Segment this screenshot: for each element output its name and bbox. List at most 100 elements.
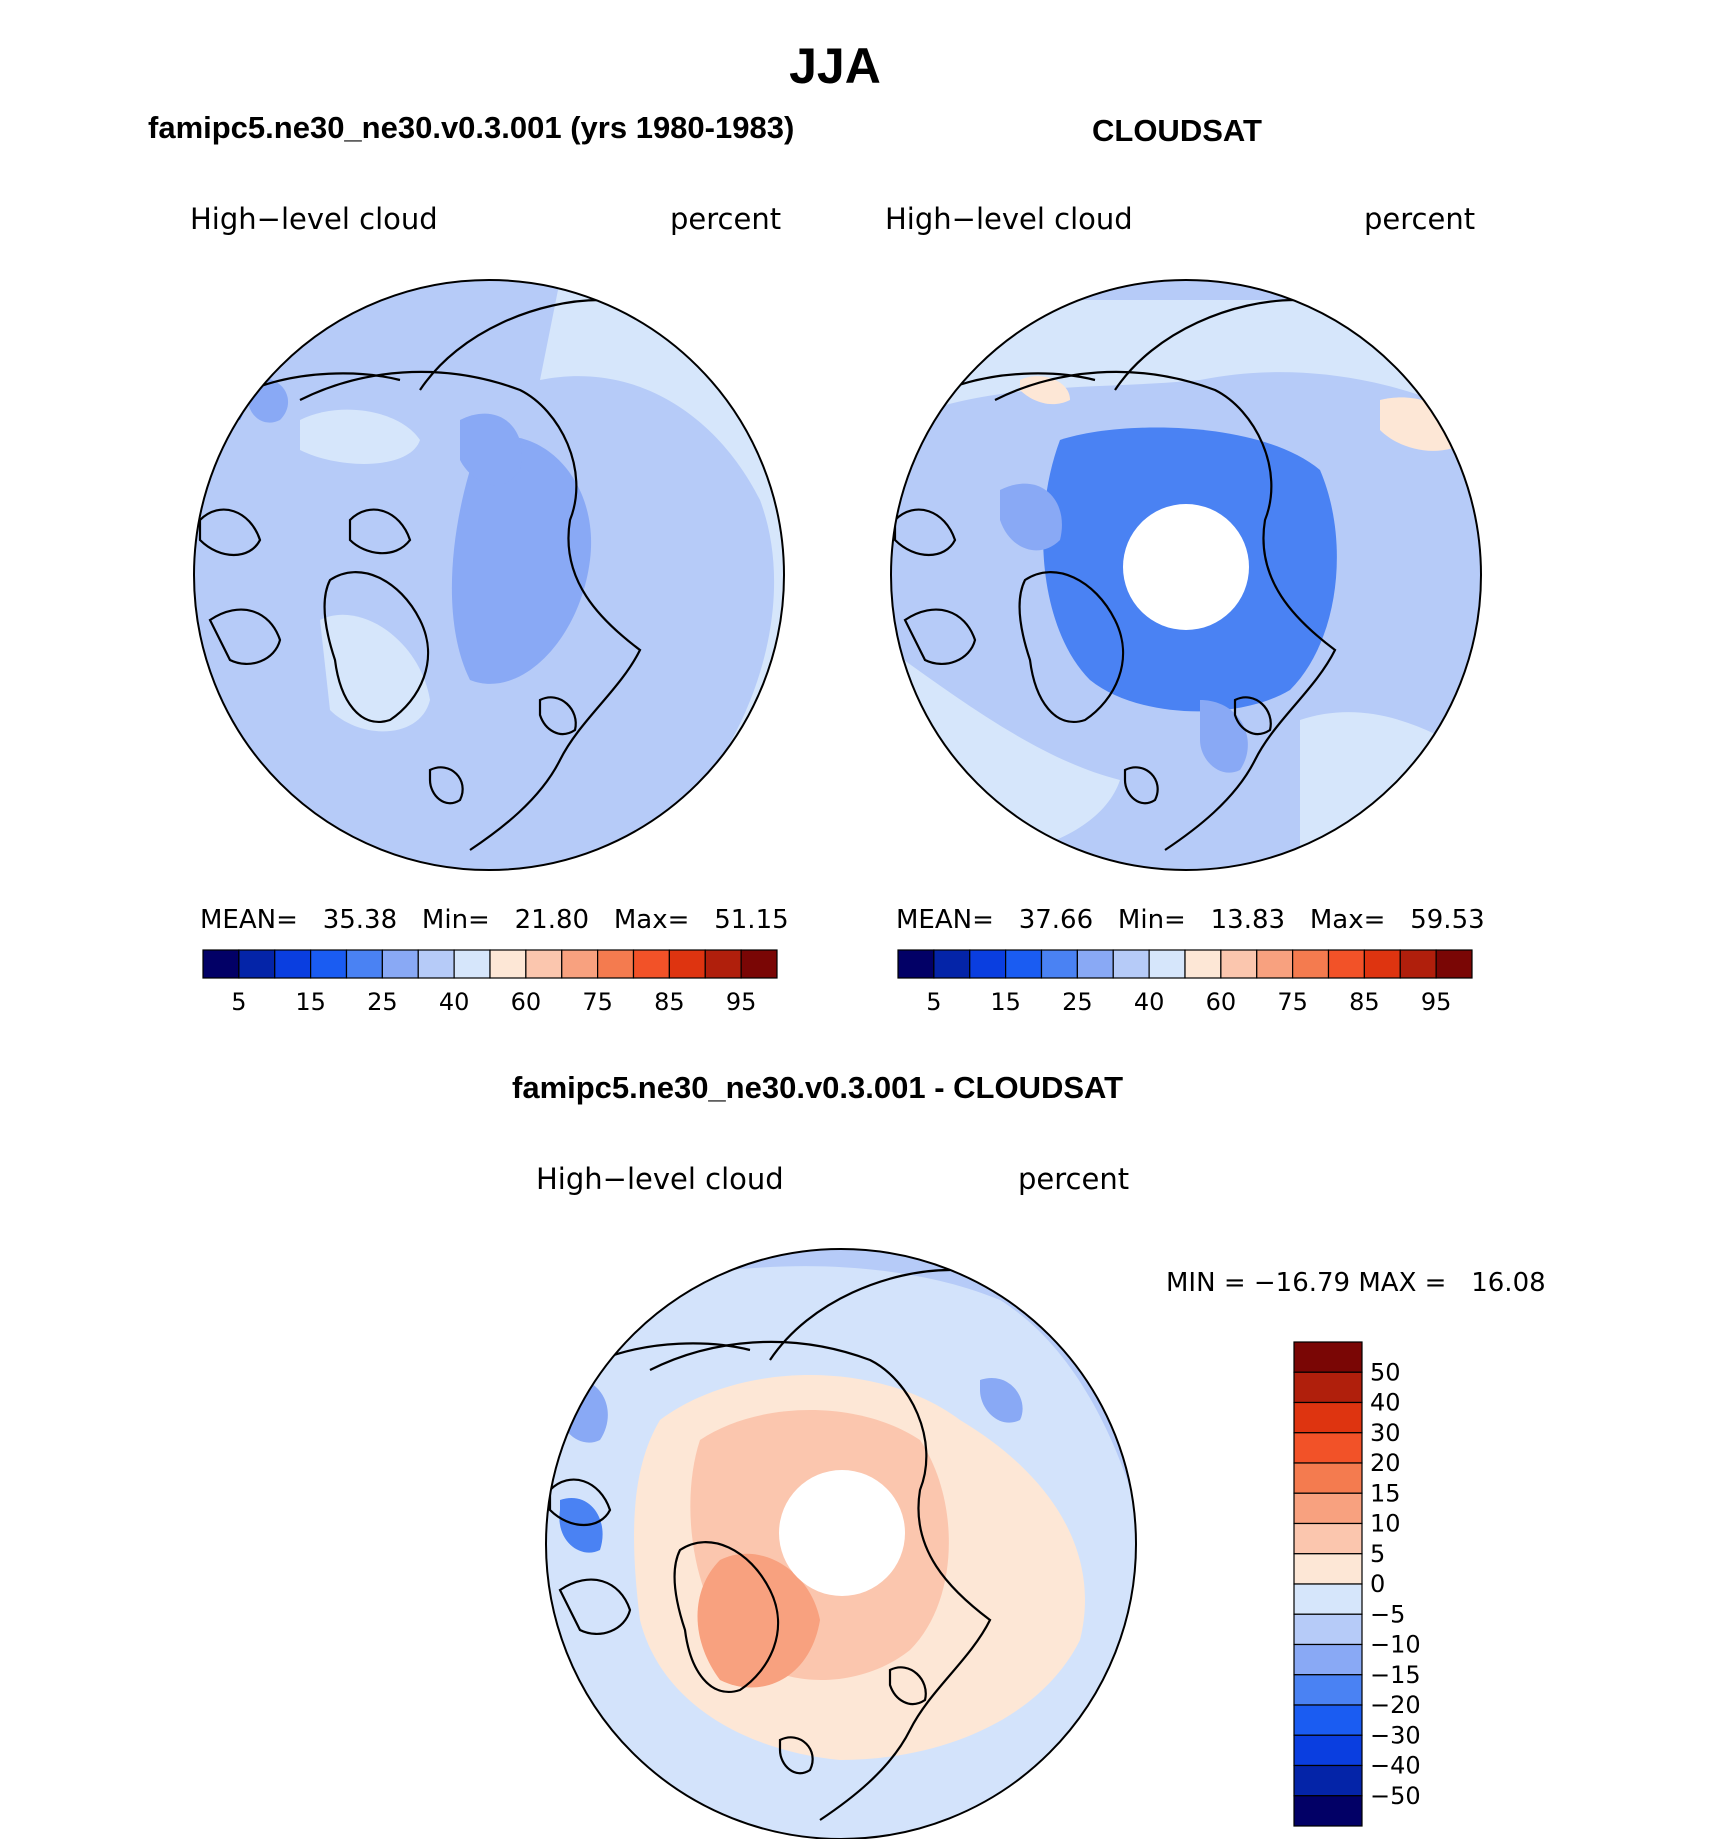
obs-mean-value: 37.66 (1018, 905, 1094, 935)
obs-colorbar-swatch (933, 949, 971, 979)
diff-colorbar-tick-label: −15 (1370, 1661, 1420, 1689)
diff-colorbar-tick-label: −5 (1370, 1600, 1405, 1628)
model-colorbar-tick-label: 85 (654, 988, 685, 1016)
obs-colorbar-tick-label: 15 (990, 988, 1021, 1016)
diff-colorbar-tick-label: 5 (1370, 1540, 1385, 1568)
obs-colorbar-swatch (1040, 949, 1078, 979)
model-colorbar-swatch (381, 949, 419, 979)
model-max-value: 51.15 (714, 905, 789, 935)
model-colorbar-swatch (632, 949, 670, 979)
obs-stats: MEAN= 37.66 Min= 13.83 Max= 59.53 (896, 905, 1485, 935)
diff-units-label: percent (1018, 1162, 1130, 1196)
figure-title: JJA (789, 38, 881, 94)
model-colorbar-tick-label: 25 (367, 988, 398, 1016)
model-colorbar-swatch (704, 949, 742, 979)
obs-polar-map (890, 279, 1482, 871)
obs-mean-label: MEAN= (896, 905, 994, 935)
model-min-label: Min= (421, 905, 490, 935)
diff-colorbar-swatch (1293, 1432, 1363, 1464)
obs-colorbar-tick-label: 5 (926, 988, 941, 1016)
diff-colorbar-tick-label: −30 (1370, 1721, 1420, 1749)
diff-colorbar-tick-label: 40 (1370, 1389, 1401, 1417)
model-colorbar-tick-label: 95 (726, 988, 757, 1016)
obs-variable-label: High−level cloud (885, 202, 1133, 236)
model-colorbar-swatch (238, 949, 276, 979)
obs-colorbar-swatch (969, 949, 1007, 979)
obs-colorbar-swatch (1184, 949, 1222, 979)
obs-colorbar-swatch (1292, 949, 1330, 979)
diff-colorbar-swatch (1293, 1795, 1363, 1827)
diff-colorbar-tick-label: 10 (1370, 1510, 1401, 1538)
diff-colorbar-swatch (1293, 1734, 1363, 1767)
model-min-value: 21.80 (514, 905, 590, 935)
diff-colorbar-tick-label: 30 (1370, 1419, 1401, 1447)
diff-colorbar-tick-label: −50 (1370, 1782, 1420, 1810)
model-colorbar-swatch (274, 949, 312, 979)
obs-colorbar-tick-label: 75 (1277, 988, 1308, 1016)
diff-colorbar-tick-label: 15 (1370, 1479, 1401, 1507)
obs-colorbar-swatch (1148, 949, 1186, 979)
obs-panel-header: CLOUDSAT (1092, 113, 1262, 148)
obs-colorbar-swatch (897, 949, 935, 979)
diff-colorbar-swatch (1293, 1553, 1363, 1585)
diff-colorbar-swatch (1293, 1764, 1363, 1797)
model-colorbar-swatch (668, 949, 706, 979)
model-colorbar: 5 15 25 40 60 75 85 95 (202, 949, 778, 1016)
obs-colorbar-swatch (1256, 949, 1294, 979)
model-units-label: percent (670, 202, 782, 236)
diff-polar-map (545, 1248, 1137, 1839)
model-colorbar-swatch (417, 949, 455, 979)
model-colorbar-swatch (202, 949, 240, 979)
model-mean-value: 35.38 (322, 905, 398, 935)
model-colorbar-swatch (345, 949, 383, 979)
model-colorbar-swatch (525, 949, 563, 979)
model-colorbar-tick-label: 40 (439, 988, 470, 1016)
diff-minmax: MIN = −16.79 MAX = 16.08 (1166, 1268, 1546, 1298)
diff-colorbar-swatch (1293, 1401, 1363, 1434)
obs-units-label: percent (1364, 202, 1476, 236)
model-colorbar-swatch (740, 949, 778, 979)
obs-colorbar-swatch (1399, 949, 1437, 979)
obs-colorbar-swatch (1220, 949, 1258, 979)
obs-colorbar-swatch (1005, 949, 1043, 979)
diff-colorbar-swatch (1293, 1371, 1363, 1404)
obs-max-value: 59.53 (1410, 905, 1485, 935)
obs-max-label: Max= (1309, 905, 1386, 935)
model-colorbar-tick-label: 15 (295, 988, 326, 1016)
model-colorbar-swatch (310, 949, 348, 979)
obs-colorbar-swatch (1435, 949, 1473, 979)
model-max-label: Max= (613, 905, 690, 935)
model-panel-header: famipc5.ne30_ne30.v0.3.001 (yrs 1980-198… (148, 110, 795, 145)
model-variable-label: High−level cloud (190, 202, 438, 236)
diff-colorbar-tick-label: 20 (1370, 1449, 1401, 1477)
obs-min-value: 13.83 (1210, 905, 1286, 935)
diff-colorbar-swatch (1293, 1462, 1363, 1494)
diff-variable-label: High−level cloud (536, 1162, 784, 1196)
diff-colorbar-tick-label: −20 (1370, 1691, 1420, 1719)
obs-min-label: Min= (1117, 905, 1186, 935)
diff-colorbar-tick-label: 50 (1370, 1358, 1401, 1386)
diff-colorbar-swatch (1293, 1674, 1363, 1706)
model-colorbar-tick-label: 60 (511, 988, 542, 1016)
obs-colorbar: 5 15 25 40 60 75 85 95 (897, 949, 1473, 1016)
model-stats: MEAN= 35.38 Min= 21.80 Max= 51.15 (200, 905, 789, 935)
model-mean-label: MEAN= (200, 905, 298, 935)
diff-colorbar-tick-label: −10 (1370, 1631, 1420, 1659)
model-colorbar-tick-label: 5 (231, 988, 246, 1016)
obs-colorbar-tick-label: 85 (1349, 988, 1380, 1016)
diff-panel-header: famipc5.ne30_ne30.v0.3.001 - CLOUDSAT (512, 1070, 1124, 1105)
diff-colorbar-tick-label: 0 (1370, 1570, 1385, 1598)
obs-colorbar-swatch (1327, 949, 1365, 979)
obs-colorbar-tick-label: 40 (1134, 988, 1165, 1016)
obs-colorbar-tick-label: 60 (1206, 988, 1237, 1016)
model-polar-map (193, 279, 785, 871)
diff-colorbar-swatch (1293, 1341, 1363, 1373)
model-colorbar-tick-label: 75 (582, 988, 613, 1016)
diff-colorbar-swatch (1293, 1492, 1363, 1525)
obs-colorbar-tick-label: 25 (1062, 988, 1093, 1016)
model-colorbar-swatch (561, 949, 599, 979)
diff-colorbar-swatch (1293, 1613, 1363, 1646)
obs-colorbar-tick-label: 95 (1421, 988, 1452, 1016)
